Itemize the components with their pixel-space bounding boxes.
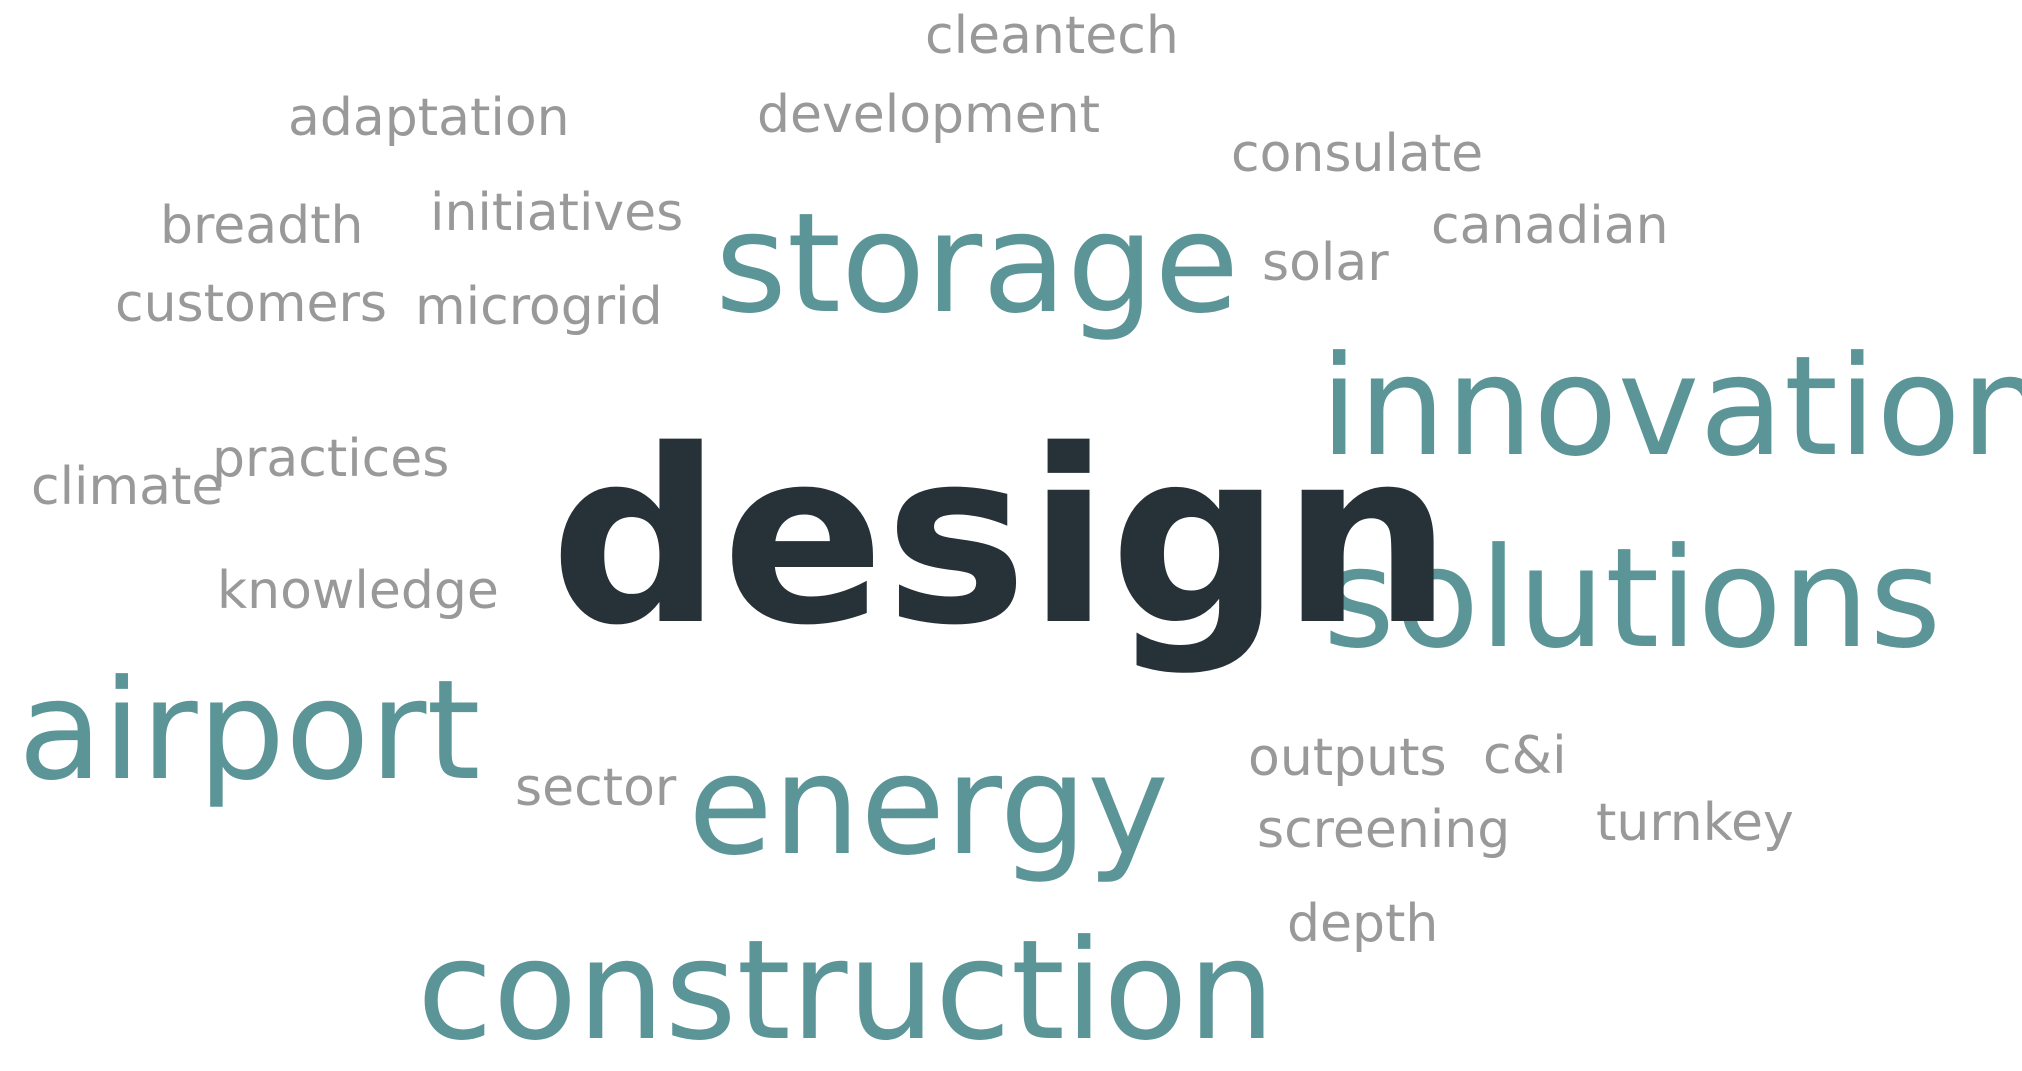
word-adaptation: adaptation [288,88,570,148]
word-solar: solar [1262,233,1389,293]
word-knowledge: knowledge [217,561,499,621]
word-c-and-i: c&i [1483,726,1567,786]
word-storage: storage [715,183,1240,344]
word-canadian: canadian [1431,196,1669,256]
word-sector: sector [515,758,677,818]
word-breadth: breadth [160,196,364,256]
word-turnkey: turnkey [1596,793,1794,853]
word-practices: practices [212,429,450,489]
word-construction: construction [417,910,1276,1071]
word-design: design [550,398,1453,678]
word-initiatives: initiatives [430,183,684,243]
word-development: development [757,85,1101,145]
word-energy: energy [688,725,1169,886]
word-cloud: cleantech adaptation development consula… [18,6,2022,1060]
word-outputs: outputs [1248,728,1447,788]
word-customers: customers [115,274,387,334]
word-depth: depth [1287,894,1439,954]
word-airport: airport [18,650,481,811]
word-consulate: consulate [1231,124,1484,184]
word-innovation: innovation [1320,326,2022,487]
word-cleantech: cleantech [925,6,1179,66]
word-screening: screening [1257,800,1511,860]
word-climate: climate [31,457,224,517]
word-microgrid: microgrid [415,277,663,337]
word-solutions: solutions [1323,518,1942,679]
